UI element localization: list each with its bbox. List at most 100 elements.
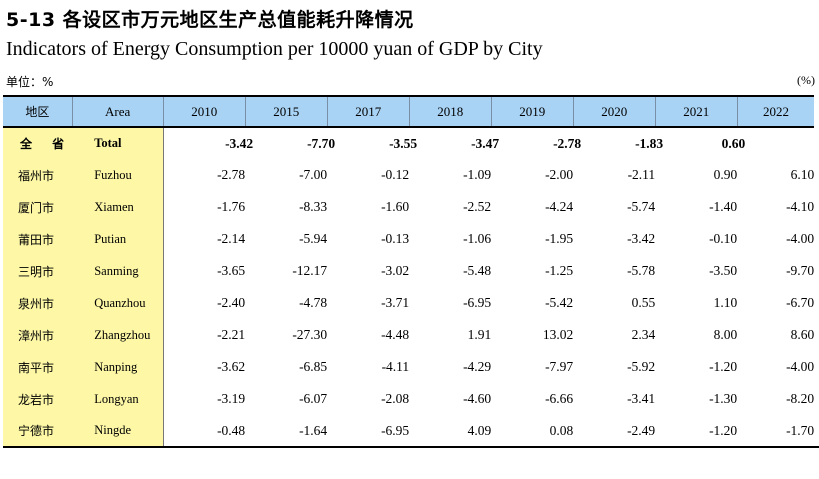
cell-value: -5.48	[409, 255, 491, 287]
cell-value: 0.60	[655, 127, 746, 159]
cell-city: 龙岩市	[3, 383, 73, 415]
cell-area: Nanping	[72, 351, 164, 383]
cell-value-text: -2.78	[553, 135, 582, 151]
cell-value-text: -6.85	[299, 359, 328, 374]
unit-row: 单位：% (%)	[6, 73, 817, 89]
cell-value: -0.12	[327, 159, 409, 191]
table-row: 莆田市 Putian -2.14 -5.94 -0.13 -1.06 -1.95 -3.42 -…	[3, 223, 814, 255]
table-row: 宁德市 Ningde -0.48 -1.64 -6.95 4.09 0.08 -2.49 -1.…	[3, 415, 814, 446]
cell-value-text: -2.78	[217, 167, 246, 182]
cell-value: -6.95	[327, 415, 409, 446]
table-row: 龙岩市 Longyan -3.19 -6.07 -2.08 -4.60 -6.66 -3.41…	[3, 383, 814, 415]
cell-value-text: -4.00	[786, 231, 815, 246]
cell-value-text: 0.55	[631, 295, 656, 310]
cell-value: -3.71	[327, 287, 409, 319]
table-row-total: 全 省 Total -3.42 -7.70 -3.55 -3.47 -2.78 -1.83 0.…	[3, 127, 814, 159]
cell-value-text: -5.78	[627, 263, 656, 278]
cell-value-text: -2.52	[463, 199, 492, 214]
cell-value-text: -3.41	[627, 391, 656, 406]
cell-value: -2.14	[163, 223, 245, 255]
cell-value-text: -1.25	[545, 263, 574, 278]
cell-area: Longyan	[72, 383, 164, 415]
cell-area: Total	[72, 127, 164, 159]
header-row: 地区 Area 2010 2015 2017 2018 2019 2020 20…	[3, 95, 815, 128]
cell-value: -1.76	[163, 191, 245, 223]
cell-value-text: -5.74	[627, 199, 656, 214]
cell-area: Putian	[72, 223, 164, 255]
cell-value-text: 13.02	[542, 327, 574, 342]
cell-value: 1.10	[655, 287, 738, 319]
cell-value-text: -3.19	[217, 391, 246, 406]
cell-value: -6.95	[409, 287, 491, 319]
cell-value-text: -3.55	[389, 135, 418, 151]
cell-value: -3.02	[327, 255, 409, 287]
cell-value-text: -1.95	[545, 231, 574, 246]
cell-value: -6.66	[491, 383, 573, 415]
cell-value-text: -3.71	[381, 295, 410, 310]
cell-value: -4.78	[245, 287, 327, 319]
cell-value: -0.10	[655, 223, 737, 255]
cell-city: 全 省	[3, 127, 73, 159]
energy-consumption-table: 地区 Area 2010 2015 2017 2018 2019 2020 20…	[3, 95, 815, 446]
cell-value: 2.34	[573, 319, 656, 351]
cell-city: 福州市	[3, 159, 73, 191]
cell-value: -6.85	[245, 351, 327, 383]
cell-value: -0.48	[163, 415, 245, 446]
cell-value: -2.00	[491, 159, 573, 191]
cell-value-text: -4.60	[463, 391, 492, 406]
header-year: 2010	[162, 95, 246, 128]
cell-value: -1.95	[491, 223, 573, 255]
cell-value-text: -3.42	[225, 135, 254, 151]
cell-value-text: -3.02	[381, 263, 410, 278]
cell-value-text: -1.06	[463, 231, 492, 246]
cell-value-text: 0.90	[713, 167, 738, 182]
cell-value: -9.70	[737, 255, 814, 287]
cell-value-text: -6.70	[786, 295, 815, 310]
table-row: 泉州市 Quanzhou -2.40 -4.78 -3.71 -6.95 -5.42 0.55…	[3, 287, 814, 319]
cell-value: -12.17	[245, 255, 327, 287]
cell-value: -3.62	[163, 351, 245, 383]
cell-value-text: -0.48	[217, 422, 246, 438]
cell-value-text: -1.40	[709, 199, 738, 214]
cell-value-text: -6.07	[299, 391, 328, 406]
cell-value: -2.78	[163, 159, 245, 191]
cell-value: 0.55	[573, 287, 656, 319]
cell-value: -1.25	[491, 255, 573, 287]
cell-value-text: -4.29	[463, 359, 492, 374]
cell-value: -2.40	[163, 287, 245, 319]
header-year: 2021	[654, 95, 738, 128]
header-city: 地区	[3, 95, 73, 128]
cell-value-text: -4.10	[786, 199, 815, 214]
cell-value-text: 0.08	[549, 422, 574, 438]
cell-value: -4.11	[327, 351, 410, 383]
cell-value: -3.42	[573, 223, 655, 255]
unit-label: 单位：%	[6, 75, 54, 89]
cell-value-text: 1.91	[467, 327, 492, 342]
cell-city: 宁德市	[3, 415, 73, 446]
cell-value: -3.41	[573, 383, 655, 415]
cell-value: -3.42	[163, 127, 253, 159]
cell-city: 南平市	[3, 351, 73, 383]
cell-city: 泉州市	[3, 287, 73, 319]
cell-value-text: -1.30	[709, 391, 738, 406]
cell-value: 8.60	[737, 319, 815, 351]
cell-value-text: -3.65	[217, 263, 246, 278]
cell-value-text: -2.49	[627, 422, 656, 438]
cell-value-text: -4.24	[545, 199, 574, 214]
cell-value-text: 4.09	[467, 422, 492, 438]
cell-value	[737, 127, 814, 159]
cell-value: -4.29	[409, 351, 491, 383]
cell-value: -2.08	[327, 383, 409, 415]
cell-value: -0.13	[327, 223, 409, 255]
cell-value-text: -6.66	[545, 391, 574, 406]
cell-value: 0.90	[655, 159, 738, 191]
header-year: 2020	[572, 95, 656, 128]
cell-value: -1.40	[655, 191, 737, 223]
cell-value: -3.55	[327, 127, 417, 159]
cell-value: -4.48	[327, 319, 409, 351]
cell-value: -6.70	[737, 287, 814, 319]
cell-value-text: -8.33	[299, 199, 328, 214]
cell-value-text: -0.13	[381, 231, 410, 246]
cell-value-text: -1.20	[709, 359, 738, 374]
table-row: 漳州市 Zhangzhou -2.21 -27.30 -4.48 1.91 13.02 2.3…	[3, 319, 814, 351]
